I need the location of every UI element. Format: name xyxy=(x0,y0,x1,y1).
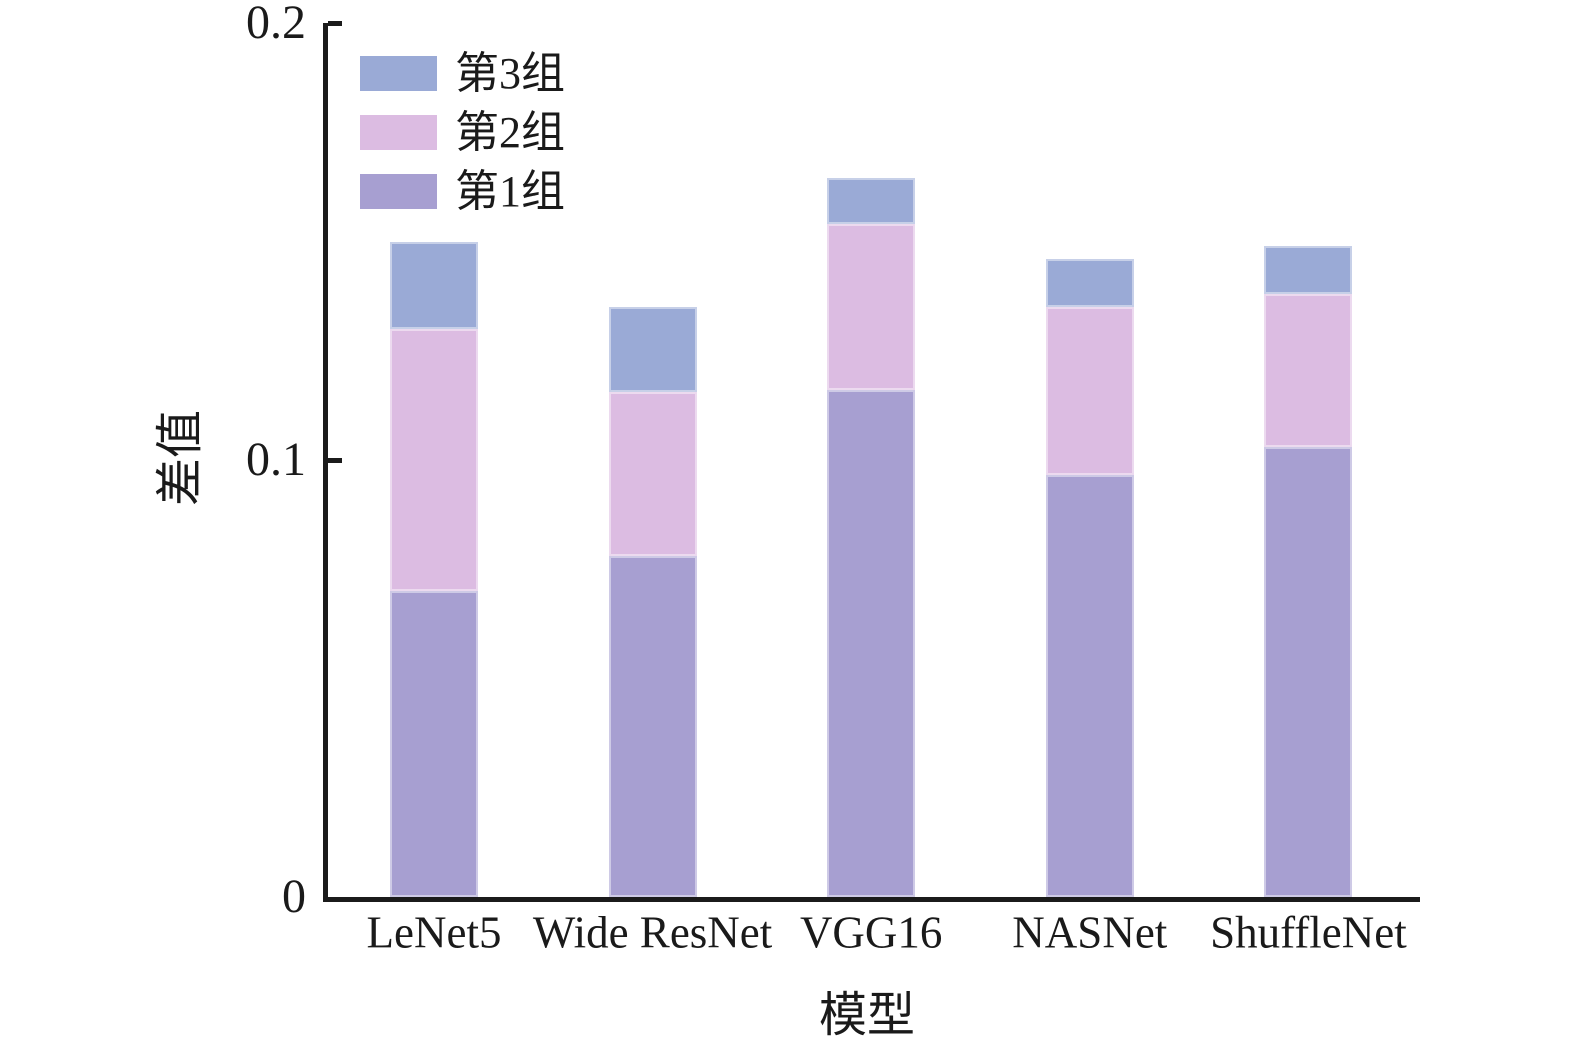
legend-label-第2组: 第2组 xyxy=(455,107,565,157)
bar-segment-ShuffleNet-第2组 xyxy=(1264,293,1353,447)
x-category-label-Wide ResNet: Wide ResNet xyxy=(532,907,773,958)
y-axis-tick xyxy=(328,457,342,463)
y-tick-label: 0 xyxy=(282,870,306,923)
legend-row-第2组: 第2组 xyxy=(360,110,565,154)
bar-segment-LeNet5-第2组 xyxy=(390,328,478,592)
bar-segment-VGG16-第1组 xyxy=(827,390,916,897)
y-tick-label: 0.1 xyxy=(246,433,306,486)
bar-segment-Wide ResNet-第1组 xyxy=(608,556,697,897)
y-tick-label: 0.2 xyxy=(246,0,306,49)
bar-segment-Wide ResNet-第2组 xyxy=(608,392,697,557)
legend-swatch-第2组 xyxy=(360,115,437,150)
legend-swatch-第3组 xyxy=(360,56,437,91)
x-axis-title: 模型 xyxy=(818,989,916,1042)
x-category-label-NASNet: NASNet xyxy=(1012,907,1168,958)
plot-area xyxy=(323,20,1420,902)
bar-segment-NASNet-第2组 xyxy=(1045,307,1134,476)
bar-segment-VGG16-第3组 xyxy=(827,178,916,225)
bar-segment-ShuffleNet-第3组 xyxy=(1264,245,1353,294)
bar-segment-NASNet-第1组 xyxy=(1045,475,1134,897)
y-axis-title: 差值 xyxy=(154,409,207,507)
legend-label-第1组: 第1组 xyxy=(455,166,565,216)
legend: 第3组第2组第1组 xyxy=(360,51,565,233)
bar-segment-NASNet-第3组 xyxy=(1045,259,1134,308)
legend-row-第1组: 第1组 xyxy=(360,169,565,213)
x-category-label-VGG16: VGG16 xyxy=(799,907,943,958)
legend-label-第3组: 第3组 xyxy=(455,48,565,98)
bar-segment-VGG16-第2组 xyxy=(827,224,916,391)
legend-swatch-第1组 xyxy=(360,174,437,209)
legend-row-第3组: 第3组 xyxy=(360,51,565,95)
bar-segment-LeNet5-第3组 xyxy=(390,241,478,329)
x-category-label-LeNet5: LeNet5 xyxy=(366,907,502,958)
bar-segment-ShuffleNet-第1组 xyxy=(1264,446,1353,897)
x-category-label-ShuffleNet: ShuffleNet xyxy=(1210,907,1407,958)
y-axis-tick xyxy=(328,20,342,26)
bar-segment-LeNet5-第1组 xyxy=(390,591,478,897)
bar-segment-Wide ResNet-第3组 xyxy=(608,307,697,393)
